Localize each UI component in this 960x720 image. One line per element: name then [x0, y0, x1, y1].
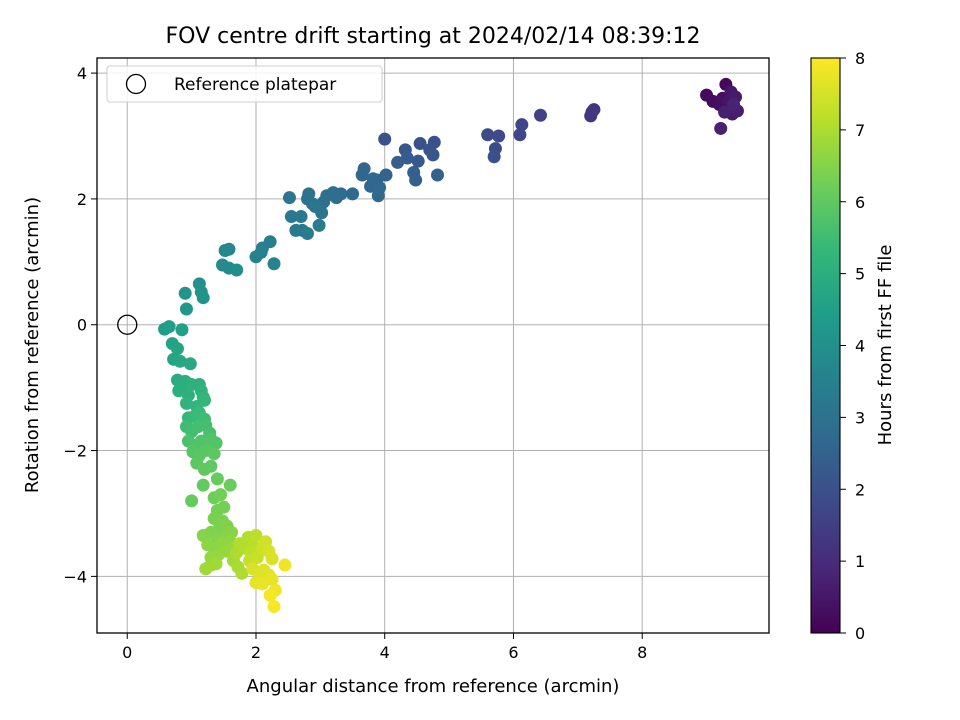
data-point: [346, 187, 360, 201]
x-tick-label: 0: [122, 643, 132, 662]
x-tick-label: 4: [380, 643, 390, 662]
data-point: [170, 342, 184, 356]
scatter-points: [158, 77, 744, 614]
data-point: [413, 137, 427, 151]
data-point: [492, 129, 506, 143]
data-point: [294, 210, 308, 224]
data-point: [196, 478, 210, 492]
data-point: [249, 528, 263, 542]
colorbar-tick-label: 4: [855, 337, 865, 356]
y-tick-label: −4: [63, 567, 87, 586]
data-point: [366, 172, 380, 186]
data-point: [312, 218, 326, 232]
x-tick-label: 2: [251, 643, 261, 662]
data-point: [199, 562, 213, 576]
data-point: [179, 396, 193, 410]
data-point: [278, 558, 292, 572]
data-point: [515, 118, 529, 132]
data-point: [218, 244, 232, 258]
colorbar-tick-label: 0: [855, 624, 865, 643]
data-point: [230, 263, 244, 277]
data-point: [431, 168, 445, 182]
data-point: [207, 447, 221, 461]
data-point: [265, 573, 279, 587]
data-point: [267, 600, 281, 614]
data-point: [204, 459, 218, 473]
data-point: [162, 320, 176, 334]
reference-point: [117, 314, 138, 335]
data-point: [533, 108, 547, 122]
data-point: [210, 472, 224, 486]
colorbar-tick-label: 3: [855, 408, 865, 427]
legend-box: [106, 65, 383, 103]
x-tick-label: 8: [637, 643, 647, 662]
data-point: [400, 151, 414, 165]
data-point: [585, 105, 599, 119]
data-point: [255, 577, 269, 591]
colorbar-tick-label: 2: [855, 480, 865, 499]
data-point: [235, 566, 249, 580]
y-tick-label: 0: [77, 316, 87, 335]
y-tick-label: 4: [77, 64, 87, 83]
y-axis-label: Rotation from reference (arcmin): [22, 197, 43, 493]
colorbar-tick-label: 8: [855, 49, 865, 68]
data-point: [185, 494, 199, 508]
y-tick-label: 2: [77, 190, 87, 209]
data-point: [355, 168, 369, 182]
data-point: [727, 98, 741, 112]
colorbar-tick-label: 5: [855, 265, 865, 284]
data-point: [209, 557, 223, 571]
chart-title: FOV centre drift starting at 2024/02/14 …: [166, 24, 701, 49]
colorbar-tick-label: 7: [855, 121, 865, 140]
data-point: [714, 121, 728, 135]
data-point: [183, 357, 197, 371]
data-point: [411, 154, 425, 168]
data-point: [302, 187, 316, 201]
x-axis-ticks: 0 2 4 6 8: [122, 633, 647, 662]
data-point: [326, 186, 340, 200]
data-point: [308, 199, 322, 213]
data-point: [426, 148, 440, 162]
legend-entry: Reference platepar: [174, 75, 336, 95]
data-point: [254, 245, 268, 259]
data-point: [481, 128, 495, 142]
data-point: [409, 173, 423, 187]
data-point: [196, 291, 210, 305]
data-point: [175, 323, 189, 337]
data-point: [267, 257, 281, 271]
colorbar-label: Hours from first FF file: [875, 245, 896, 446]
colorbar-tick-label: 1: [855, 552, 865, 571]
data-point: [378, 132, 392, 146]
plot-frame: [96, 57, 770, 634]
data-point: [263, 588, 277, 602]
data-point: [179, 302, 193, 316]
reference-platepar-marker: [117, 314, 138, 335]
data-point: [172, 384, 186, 398]
x-axis-label: Angular distance from reference (arcmin): [247, 676, 620, 697]
data-point: [217, 500, 231, 514]
data-point: [265, 552, 279, 566]
data-point: [173, 354, 187, 368]
data-point: [209, 436, 223, 450]
legend-marker-open-circle: [125, 73, 147, 95]
data-point: [197, 393, 211, 407]
data-point: [300, 227, 314, 241]
data-point: [214, 488, 228, 502]
y-tick-label: −2: [63, 442, 87, 461]
data-point: [282, 191, 296, 205]
data-point: [284, 210, 298, 224]
colorbar-ticks: 0 1 2 3 4 5 6 7 8: [840, 49, 865, 643]
legend: Reference platepar: [106, 65, 383, 103]
data-point: [391, 155, 405, 169]
data-point: [487, 150, 501, 164]
data-point: [178, 286, 192, 300]
data-point: [718, 105, 732, 119]
data-point: [223, 478, 237, 492]
colorbar-tick-label: 6: [855, 193, 865, 212]
y-axis-ticks: −4 −2 0 2 4: [63, 64, 97, 586]
colorbar: [811, 58, 840, 633]
x-tick-label: 6: [508, 643, 518, 662]
data-point: [513, 128, 527, 142]
